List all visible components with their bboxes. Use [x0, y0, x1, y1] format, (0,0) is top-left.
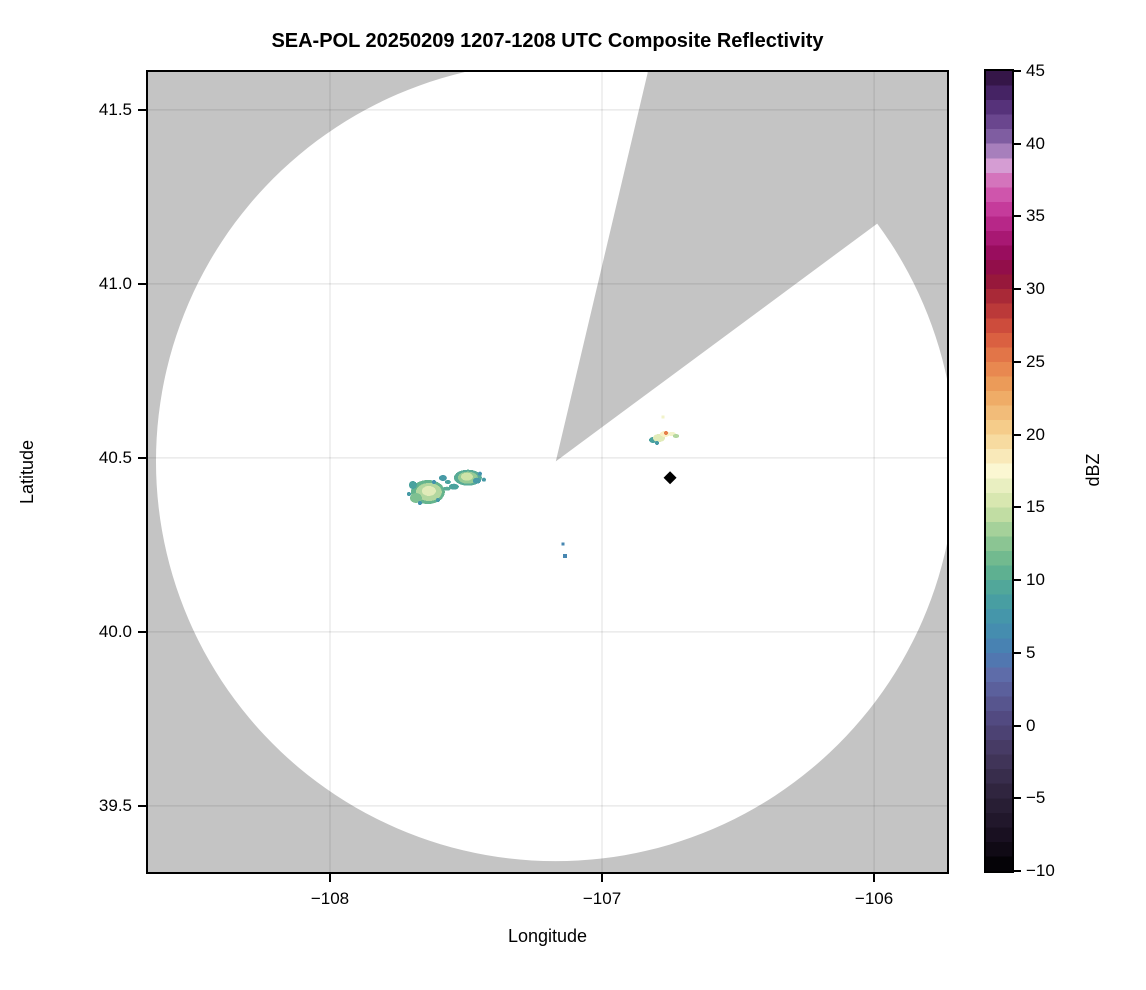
gridlines [148, 72, 947, 872]
colorbar-tick-label: 15 [1026, 497, 1045, 517]
chart-title: SEA-POL 20250209 1207-1208 UTC Composite… [271, 30, 824, 52]
colorbar-tick-mark [1014, 215, 1021, 218]
echo-cell [472, 477, 481, 484]
echo-cell [442, 486, 451, 491]
y-tick-mark [138, 282, 146, 285]
colorbar-tick-mark [1014, 724, 1021, 727]
colorbar-tick-label: −5 [1026, 788, 1046, 808]
echo-cell [406, 492, 411, 496]
radar-coverage-disk [156, 72, 947, 862]
colorbar-tick-label: 5 [1026, 642, 1036, 662]
echo-cell [438, 475, 447, 481]
y-tick-label: 41.5 [98, 99, 132, 119]
x-tick-label: −108 [310, 889, 350, 908]
x-tick-mark [873, 874, 876, 882]
radar-map-canvas [148, 72, 947, 872]
echo-west-cell-a [406, 475, 451, 505]
y-tick-mark [138, 108, 146, 111]
echo-cell [477, 471, 482, 476]
echo-cell [664, 431, 668, 435]
colorbar-tick-mark [1014, 70, 1021, 72]
x-tick-mark [328, 874, 331, 882]
echo-west-cell-b [442, 469, 486, 491]
colorbar-tick-mark [1014, 360, 1021, 363]
y-tick-mark [138, 804, 146, 807]
colorbar-tick-mark [1014, 797, 1021, 800]
colorbar-tick-label: 20 [1026, 424, 1045, 444]
y-tick-mark [138, 456, 146, 459]
colorbar-tick-label: 25 [1026, 351, 1045, 371]
colorbar-tick-label: −10 [1026, 861, 1055, 880]
map-plot-area [146, 70, 949, 874]
reflectivity-echoes [406, 415, 679, 558]
echo-speckle [561, 542, 565, 546]
x-axis-label: Longitude [507, 926, 588, 946]
colorbar-tick-label: 45 [1026, 61, 1045, 80]
colorbar-tick-mark [1014, 579, 1021, 582]
echo-cell [481, 477, 486, 482]
colorbar-tick-label: 0 [1026, 715, 1036, 735]
y-tick-label: 41.0 [98, 273, 132, 293]
echo-cell [431, 480, 436, 484]
colorbar-tick-mark [1014, 288, 1021, 291]
echo-east-cell [649, 431, 679, 445]
echo-cell [460, 472, 473, 481]
colorbar-gradient [986, 71, 1012, 871]
x-tick-label: −107 [582, 889, 622, 908]
colorbar-tick-label: 30 [1026, 279, 1045, 299]
y-tick-label: 40.0 [98, 621, 132, 641]
colorbar-tick-label: 35 [1026, 206, 1045, 226]
colorbar-tick-label: 40 [1026, 133, 1045, 153]
colorbar-tick-mark [1014, 870, 1021, 872]
y-tick-label: 39.5 [98, 795, 132, 815]
echo-cell [421, 486, 436, 496]
y-axis-label: Latitude [17, 439, 37, 505]
colorbar [984, 69, 1014, 873]
colorbar-tick-mark [1014, 506, 1021, 509]
echo-cell [444, 480, 451, 484]
echo-cell [417, 501, 422, 505]
echo-speckle [563, 554, 567, 558]
colorbar-tick-mark [1014, 142, 1021, 145]
x-tick-label: −106 [854, 889, 894, 908]
echo-cell [408, 481, 417, 489]
echo-speckle [661, 415, 665, 419]
echo-cell [435, 498, 440, 502]
echo-cell [409, 493, 422, 503]
echo-cell [673, 434, 679, 438]
echo-cell [448, 483, 459, 490]
colorbar-tick-mark [1014, 651, 1021, 654]
colorbar-tick-mark [1014, 433, 1021, 436]
colorbar-label: dBZ [1083, 453, 1103, 487]
echo-cell [655, 441, 659, 445]
x-tick-mark [601, 874, 604, 882]
y-tick-label: 40.5 [98, 447, 132, 467]
colorbar-tick-label: 10 [1026, 570, 1045, 590]
site-marker-diamond [663, 471, 677, 485]
y-tick-mark [138, 630, 146, 633]
